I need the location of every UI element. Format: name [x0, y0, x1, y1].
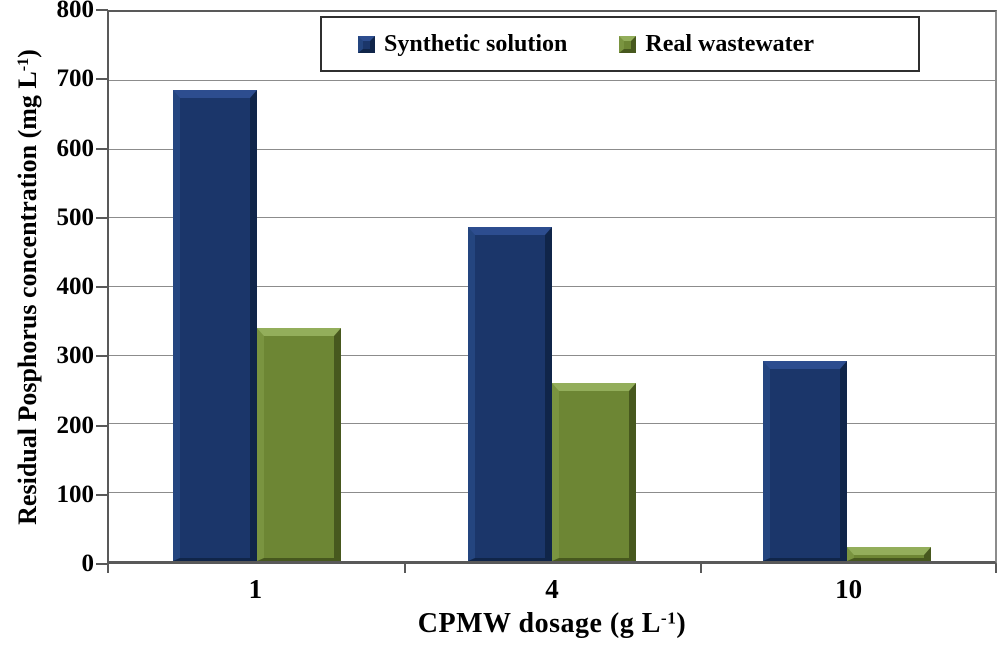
x-axis-title-suffix: ): [676, 608, 687, 639]
legend: Synthetic solution Real wastewater: [320, 16, 920, 72]
y-tick-mark-800: [96, 9, 108, 11]
gridline-400: [109, 286, 995, 287]
bar-synthetic-solution-4: [468, 226, 552, 561]
bar-real-wastewater-1: [256, 327, 341, 561]
x-tick-mark-3: [995, 564, 997, 573]
plot-area: [107, 10, 997, 564]
y-tick-mark-100: [96, 493, 108, 496]
y-tick-label-600: 600: [56, 134, 95, 162]
gridline-300: [109, 354, 995, 356]
y-tick-label-700: 700: [56, 65, 95, 93]
bar-real-wastewater-10: [847, 547, 932, 561]
x-tick-mark-2: [700, 564, 703, 573]
y-tick-label-400: 400: [56, 273, 95, 300]
x-axis-title-text: CPMW dosage (g L: [417, 608, 661, 639]
y-tick-mark-400: [96, 286, 108, 288]
synthetic-solution-marker-icon: [358, 35, 375, 53]
y-tick-label-200: 200: [56, 411, 95, 439]
y-tick-label-100: 100: [56, 480, 95, 508]
y-tick-mark-0: [96, 563, 108, 565]
legend-item-synthetic-solution: Synthetic solution: [358, 31, 567, 58]
y-axis-title-suffix: ): [13, 49, 43, 58]
x-axis-title: CPMW dosage (g L-1): [107, 608, 997, 640]
y-tick-label-300: 300: [56, 342, 95, 370]
x-tick-mark-0: [107, 564, 109, 573]
x-axis-title-superscript: -1: [660, 608, 677, 628]
gridline-500: [109, 217, 995, 219]
bar-real-wastewater-4: [552, 382, 636, 561]
y-tick-label-0: 0: [81, 550, 95, 577]
x-tick-label-1: 1: [248, 574, 263, 604]
x-tick-mark-1: [403, 564, 406, 573]
y-tick-label-800: 800: [56, 0, 95, 23]
gridline-600: [109, 148, 995, 150]
bar-synthetic-solution-10: [763, 361, 848, 561]
y-tick-mark-600: [96, 147, 108, 150]
y-tick-mark-500: [96, 216, 108, 219]
bar-synthetic-solution-1: [172, 89, 257, 561]
legend-item-real-wastewater: Real wastewater: [619, 31, 814, 58]
x-tick-label-10: 10: [835, 574, 863, 604]
legend-label-synthetic-solution: Synthetic solution: [384, 30, 568, 57]
legend-label-real-wastewater: Real wastewater: [645, 30, 814, 57]
y-tick-label-500: 500: [56, 203, 95, 231]
y-tick-mark-300: [96, 355, 108, 358]
x-tick-label-4: 4: [545, 574, 559, 604]
real-wastewater-marker-icon: [619, 35, 637, 53]
y-tick-mark-700: [96, 78, 108, 81]
gridline-700: [109, 80, 995, 82]
y-tick-mark-200: [96, 424, 108, 427]
